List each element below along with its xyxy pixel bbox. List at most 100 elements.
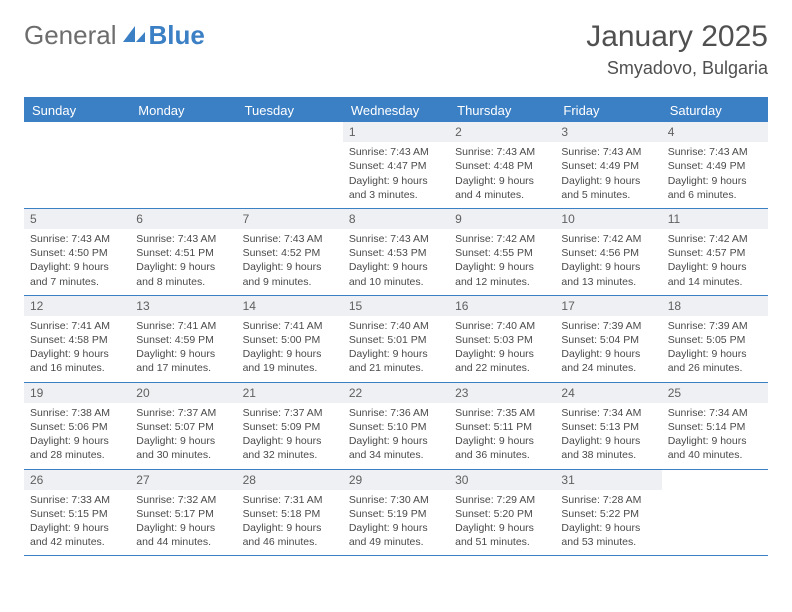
day-header: Tuesday [237, 99, 343, 122]
day-number: 31 [555, 470, 661, 490]
day-body: Sunrise: 7:40 AMSunset: 5:01 PMDaylight:… [343, 316, 449, 382]
daylight-line: Daylight: 9 hours and 30 minutes. [136, 434, 230, 462]
day-header-row: SundayMondayTuesdayWednesdayThursdayFrid… [24, 99, 768, 122]
day-cell [662, 470, 768, 556]
day-cell: 13Sunrise: 7:41 AMSunset: 4:59 PMDayligh… [130, 296, 236, 382]
sunset-line: Sunset: 4:49 PM [561, 159, 655, 173]
day-body: Sunrise: 7:43 AMSunset: 4:51 PMDaylight:… [130, 229, 236, 295]
week-row: 5Sunrise: 7:43 AMSunset: 4:50 PMDaylight… [24, 209, 768, 296]
day-cell: 6Sunrise: 7:43 AMSunset: 4:51 PMDaylight… [130, 209, 236, 295]
daylight-line: Daylight: 9 hours and 38 minutes. [561, 434, 655, 462]
sunset-line: Sunset: 5:10 PM [349, 420, 443, 434]
sunrise-line: Sunrise: 7:36 AM [349, 406, 443, 420]
day-number: 10 [555, 209, 661, 229]
daylight-line: Daylight: 9 hours and 51 minutes. [455, 521, 549, 549]
daylight-line: Daylight: 9 hours and 49 minutes. [349, 521, 443, 549]
day-body: Sunrise: 7:37 AMSunset: 5:07 PMDaylight:… [130, 403, 236, 469]
day-cell: 10Sunrise: 7:42 AMSunset: 4:56 PMDayligh… [555, 209, 661, 295]
day-number: 30 [449, 470, 555, 490]
sunrise-line: Sunrise: 7:37 AM [243, 406, 337, 420]
day-number: 1 [343, 122, 449, 142]
day-cell: 9Sunrise: 7:42 AMSunset: 4:55 PMDaylight… [449, 209, 555, 295]
day-body: Sunrise: 7:32 AMSunset: 5:17 PMDaylight:… [130, 490, 236, 556]
day-number: 25 [662, 383, 768, 403]
day-number: 6 [130, 209, 236, 229]
day-body: Sunrise: 7:41 AMSunset: 4:59 PMDaylight:… [130, 316, 236, 382]
day-number: 23 [449, 383, 555, 403]
sunset-line: Sunset: 5:19 PM [349, 507, 443, 521]
sunrise-line: Sunrise: 7:43 AM [136, 232, 230, 246]
sunset-line: Sunset: 4:51 PM [136, 246, 230, 260]
sunset-line: Sunset: 4:47 PM [349, 159, 443, 173]
day-header: Saturday [662, 99, 768, 122]
day-cell: 22Sunrise: 7:36 AMSunset: 5:10 PMDayligh… [343, 383, 449, 469]
sunset-line: Sunset: 4:52 PM [243, 246, 337, 260]
day-cell: 18Sunrise: 7:39 AMSunset: 5:05 PMDayligh… [662, 296, 768, 382]
sunrise-line: Sunrise: 7:43 AM [561, 145, 655, 159]
daylight-line: Daylight: 9 hours and 10 minutes. [349, 260, 443, 288]
day-number: 8 [343, 209, 449, 229]
day-number: 21 [237, 383, 343, 403]
sunset-line: Sunset: 4:57 PM [668, 246, 762, 260]
day-cell: 1Sunrise: 7:43 AMSunset: 4:47 PMDaylight… [343, 122, 449, 208]
daylight-line: Daylight: 9 hours and 32 minutes. [243, 434, 337, 462]
day-body: Sunrise: 7:28 AMSunset: 5:22 PMDaylight:… [555, 490, 661, 556]
day-body: Sunrise: 7:38 AMSunset: 5:06 PMDaylight:… [24, 403, 130, 469]
sunrise-line: Sunrise: 7:43 AM [668, 145, 762, 159]
sunset-line: Sunset: 5:07 PM [136, 420, 230, 434]
logo-text-blue: Blue [149, 20, 205, 51]
day-number: 2 [449, 122, 555, 142]
day-number: 12 [24, 296, 130, 316]
day-number: 24 [555, 383, 661, 403]
day-body: Sunrise: 7:42 AMSunset: 4:55 PMDaylight:… [449, 229, 555, 295]
day-cell: 16Sunrise: 7:40 AMSunset: 5:03 PMDayligh… [449, 296, 555, 382]
day-header: Thursday [449, 99, 555, 122]
sunrise-line: Sunrise: 7:34 AM [668, 406, 762, 420]
daylight-line: Daylight: 9 hours and 40 minutes. [668, 434, 762, 462]
day-number: 29 [343, 470, 449, 490]
daylight-line: Daylight: 9 hours and 6 minutes. [668, 174, 762, 202]
day-body: Sunrise: 7:34 AMSunset: 5:13 PMDaylight:… [555, 403, 661, 469]
sunset-line: Sunset: 4:53 PM [349, 246, 443, 260]
sunrise-line: Sunrise: 7:33 AM [30, 493, 124, 507]
day-header: Wednesday [343, 99, 449, 122]
sunrise-line: Sunrise: 7:41 AM [243, 319, 337, 333]
sunrise-line: Sunrise: 7:30 AM [349, 493, 443, 507]
daylight-line: Daylight: 9 hours and 5 minutes. [561, 174, 655, 202]
day-cell: 21Sunrise: 7:37 AMSunset: 5:09 PMDayligh… [237, 383, 343, 469]
day-body: Sunrise: 7:30 AMSunset: 5:19 PMDaylight:… [343, 490, 449, 556]
day-number: 18 [662, 296, 768, 316]
day-number: 7 [237, 209, 343, 229]
weeks-container: 1 Sunrise: 7:43 AM Sunset: 4:47 PM Daylight… [24, 122, 768, 556]
daylight-line: Daylight: 9 hours and 26 minutes. [668, 347, 762, 375]
day-cell: 19Sunrise: 7:38 AMSunset: 5:06 PMDayligh… [24, 383, 130, 469]
day-cell: 25Sunrise: 7:34 AMSunset: 5:14 PMDayligh… [662, 383, 768, 469]
day-cell [237, 122, 343, 208]
day-body: Sunrise: 7:40 AMSunset: 5:03 PMDaylight:… [449, 316, 555, 382]
day-cell: 3Sunrise: 7:43 AMSunset: 4:49 PMDaylight… [555, 122, 661, 208]
day-body: Sunrise: 7:41 AMSunset: 4:58 PMDaylight:… [24, 316, 130, 382]
calendar: SundayMondayTuesdayWednesdayThursdayFrid… [24, 97, 768, 556]
daylight-line: Daylight: 9 hours and 22 minutes. [455, 347, 549, 375]
day-cell: 12Sunrise: 7:41 AMSunset: 4:58 PMDayligh… [24, 296, 130, 382]
sunset-line: Sunset: 5:22 PM [561, 507, 655, 521]
week-row: 19Sunrise: 7:38 AMSunset: 5:06 PMDayligh… [24, 383, 768, 470]
logo-text-general: General [24, 20, 117, 51]
day-cell: 4Sunrise: 7:43 AMSunset: 4:49 PMDaylight… [662, 122, 768, 208]
sunrise-line: Sunrise: 7:37 AM [136, 406, 230, 420]
day-body: Sunrise: 7:43 AMSunset: 4:52 PMDaylight:… [237, 229, 343, 295]
daylight-line: Daylight: 9 hours and 8 minutes. [136, 260, 230, 288]
sunset-line: Sunset: 5:05 PM [668, 333, 762, 347]
sunrise-line: Sunrise: 7:35 AM [455, 406, 549, 420]
sunrise-line: Sunrise: 7:42 AM [561, 232, 655, 246]
day-cell: 7Sunrise: 7:43 AMSunset: 4:52 PMDaylight… [237, 209, 343, 295]
day-header: Friday [555, 99, 661, 122]
day-body: Sunrise: 7:41 AMSunset: 5:00 PMDaylight:… [237, 316, 343, 382]
sunset-line: Sunset: 5:01 PM [349, 333, 443, 347]
daylight-line: Daylight: 9 hours and 13 minutes. [561, 260, 655, 288]
day-body: Sunrise: 7:29 AMSunset: 5:20 PMDaylight:… [449, 490, 555, 556]
month-title: January 2025 [586, 20, 768, 54]
daylight-line: Daylight: 9 hours and 12 minutes. [455, 260, 549, 288]
daylight-line: Daylight: 9 hours and 34 minutes. [349, 434, 443, 462]
daylight-line: Daylight: 9 hours and 14 minutes. [668, 260, 762, 288]
